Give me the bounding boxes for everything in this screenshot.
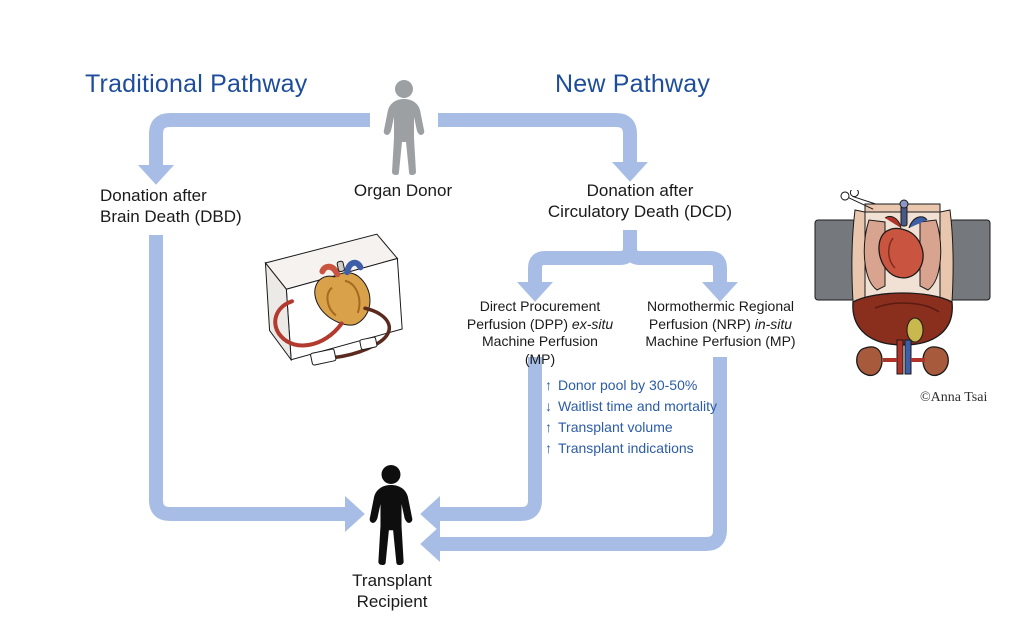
recipient-label: Transplant Recipient [317, 570, 467, 613]
dpp-line3: Machine Perfusion (MP) [482, 333, 598, 367]
edge-dcd-split-nrp [630, 230, 720, 282]
edge-donor-to-dcd [438, 120, 630, 162]
dpp-line2: Perfusion (DPP) [467, 316, 572, 332]
heading-traditional: Traditional Pathway [85, 70, 307, 99]
artist-signature: ©Anna Tsai [920, 390, 987, 406]
edge-donor-to-dbd [156, 120, 370, 165]
dbd-line1: Donation after [100, 186, 207, 205]
dcd-line1: Donation after [587, 181, 694, 200]
donor-silhouette [380, 80, 428, 175]
edge-head-dpp-to-recipient [420, 496, 440, 532]
dpp-label: Direct Procurement Perfusion (DPP) ex-si… [465, 298, 615, 368]
benefit-arrow-icon: ↑ [545, 417, 552, 438]
benefits-list: ↑ Donor pool by 30-50% ↓ Waitlist time and … [545, 375, 717, 459]
benefit-arrow-icon: ↑ [545, 375, 552, 396]
perfusion-box-illustration [245, 225, 420, 380]
benefit-item: ↑ Transplant indications [545, 438, 717, 459]
edge-dpp-to-recipient [440, 357, 535, 514]
heading-new: New Pathway [555, 70, 710, 99]
anatomy-illustration [805, 190, 1000, 385]
donor-label: Organ Donor [343, 180, 463, 201]
benefit-text: Transplant indications [558, 438, 694, 459]
edge-dcd-split-dpp [535, 230, 630, 282]
dpp-line2-em: ex-situ [572, 316, 613, 332]
dcd-line2: Circulatory Death (DCD) [548, 202, 732, 221]
nrp-line3: Machine Perfusion (MP) [645, 333, 795, 349]
diagram-stage: Traditional Pathway New Pathway Organ Do… [0, 0, 1024, 622]
benefit-item: ↓ Waitlist time and mortality [545, 396, 717, 417]
nrp-line2: Perfusion (NRP) [649, 316, 755, 332]
dbd-label: Donation after Brain Death (DBD) [100, 185, 260, 228]
benefit-arrow-icon: ↑ [545, 438, 552, 459]
benefit-arrow-icon: ↓ [545, 396, 552, 417]
edge-head-nrp-to-recipient [420, 526, 440, 562]
nrp-label: Normothermic Regional Perfusion (NRP) in… [638, 298, 803, 351]
recipient-silhouette [365, 465, 417, 565]
dbd-line2: Brain Death (DBD) [100, 207, 242, 226]
benefit-text: Waitlist time and mortality [558, 396, 717, 417]
nrp-line2-em: in-situ [755, 316, 792, 332]
dcd-label: Donation after Circulatory Death (DCD) [540, 180, 740, 223]
benefit-item: ↑ Transplant volume [545, 417, 717, 438]
edge-head-donor-to-dbd [138, 165, 174, 185]
nrp-line1: Normothermic Regional [647, 298, 794, 314]
benefit-text: Transplant volume [558, 417, 673, 438]
edge-head-dbd-to-recipient [345, 496, 365, 532]
benefit-text: Donor pool by 30-50% [558, 375, 697, 396]
benefit-item: ↑ Donor pool by 30-50% [545, 375, 717, 396]
dpp-line1: Direct Procurement [480, 298, 601, 314]
edge-head-donor-to-dcd [612, 162, 648, 182]
